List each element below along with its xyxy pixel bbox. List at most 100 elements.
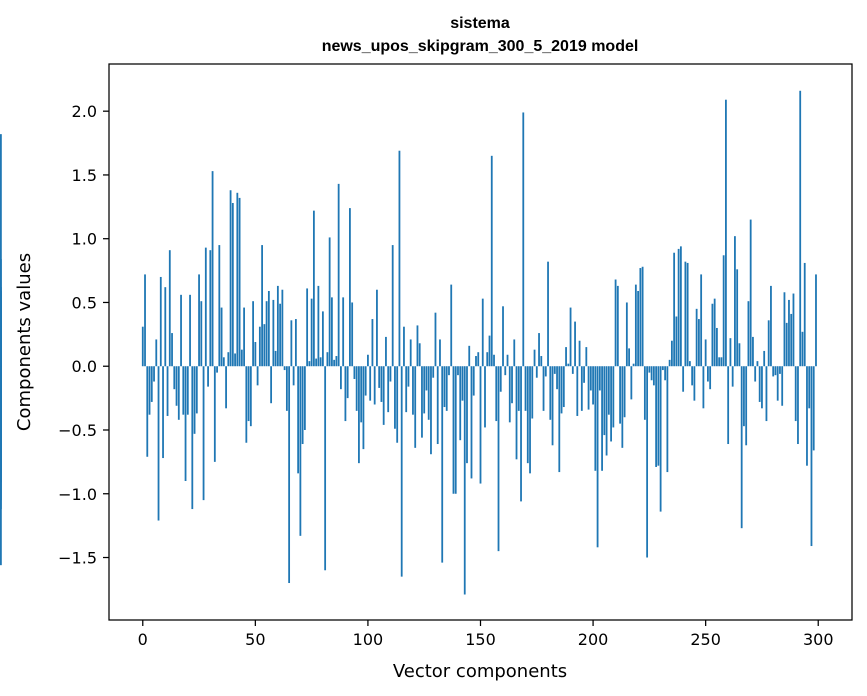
bar [585, 347, 588, 367]
bar [605, 366, 608, 456]
bar [436, 366, 439, 445]
bar [144, 274, 146, 367]
bar [623, 366, 626, 418]
bar [637, 290, 640, 367]
bar [243, 307, 245, 367]
chart-title: sistema [450, 15, 510, 32]
bar [328, 237, 331, 367]
bar [763, 350, 766, 367]
bar [484, 366, 486, 428]
bar [614, 279, 617, 367]
bar [412, 366, 414, 415]
bar [743, 366, 745, 427]
bar [677, 248, 680, 367]
bar [236, 192, 239, 367]
bar [558, 366, 561, 473]
bar [551, 366, 554, 446]
bar [454, 366, 457, 494]
x-axis-ticks: 0 50 100 150 200 250 300 [138, 620, 834, 649]
bar [216, 366, 218, 373]
bar [288, 366, 291, 584]
bar [220, 307, 223, 367]
bar [403, 326, 405, 367]
bar [779, 366, 781, 374]
bar [198, 274, 200, 367]
bar [803, 262, 806, 367]
bar [175, 366, 178, 406]
bar [184, 366, 187, 481]
bar [335, 356, 338, 367]
bar [655, 366, 658, 467]
bar [664, 366, 667, 381]
bar [740, 366, 743, 529]
bar [303, 366, 306, 430]
bar [319, 357, 322, 367]
bar [204, 247, 207, 367]
bar [292, 366, 295, 386]
bar [333, 359, 336, 367]
bar [283, 366, 286, 371]
bar [389, 366, 392, 382]
bar [445, 366, 448, 411]
bar [709, 366, 712, 390]
bar [524, 366, 527, 411]
bar [502, 306, 504, 367]
bar [601, 366, 603, 471]
bar [707, 366, 709, 382]
bar [416, 325, 419, 367]
bar [231, 203, 234, 367]
bar [173, 366, 176, 390]
bar [202, 366, 205, 501]
bar [189, 294, 191, 367]
y-tick-label: 0.5 [72, 293, 97, 312]
bar [439, 339, 441, 367]
x-tick-label: 0 [138, 630, 148, 649]
bar [479, 366, 482, 484]
bar [421, 366, 423, 438]
bar [725, 99, 727, 367]
bar [391, 245, 394, 367]
bar [767, 320, 770, 367]
bar [517, 366, 520, 411]
bar [625, 302, 628, 367]
bar [394, 366, 396, 429]
bar [641, 266, 644, 367]
bar [254, 342, 257, 367]
bar [497, 366, 500, 552]
bar [299, 366, 302, 536]
bar [180, 294, 182, 367]
bar [630, 366, 633, 400]
y-tick-label: −1.0 [58, 485, 97, 504]
bar [466, 366, 468, 464]
bar [448, 366, 450, 376]
bar [607, 366, 610, 415]
chart-subtitle: news_upos_skipgram_300_5_2019 model [322, 38, 639, 55]
bar [256, 366, 259, 386]
bar [470, 366, 473, 479]
bar [367, 354, 369, 367]
bar [589, 366, 592, 391]
bar [218, 245, 221, 367]
bar [274, 350, 277, 367]
bar [358, 366, 360, 464]
bar [533, 349, 536, 367]
y-axis-label: Components values [14, 253, 35, 431]
y-tick-label: 1.5 [72, 166, 97, 185]
bar [153, 366, 155, 382]
bar [549, 366, 552, 420]
bar [538, 333, 540, 367]
bar [643, 366, 646, 420]
bar [628, 348, 630, 367]
bar [553, 366, 556, 374]
bar [632, 363, 635, 367]
bar [540, 356, 543, 367]
bar [364, 366, 367, 396]
bar [380, 366, 383, 402]
bar [634, 284, 637, 367]
bar [535, 366, 538, 378]
bar [371, 319, 374, 367]
bar [168, 250, 171, 367]
bar [171, 333, 173, 367]
bar [159, 276, 162, 367]
bar [481, 298, 484, 367]
